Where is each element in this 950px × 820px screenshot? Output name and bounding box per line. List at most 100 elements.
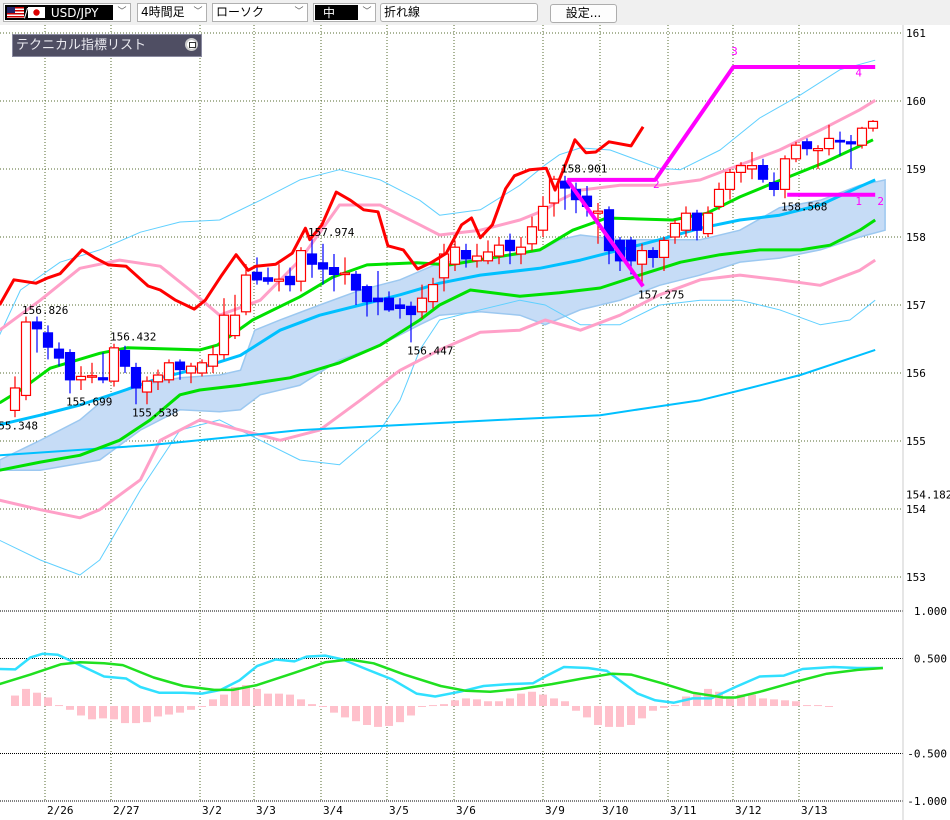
chevron-down-icon[interactable]: ﹀: [193, 7, 203, 17]
price-tick-label: 154: [906, 503, 926, 516]
macd-histogram-bar: [715, 691, 723, 706]
macd-histogram-bar: [341, 706, 349, 718]
macd-histogram-bar: [660, 706, 668, 708]
jp-flag-icon: [28, 6, 46, 20]
bearish-candle: [801, 141, 813, 150]
macd-histogram-bar: [616, 706, 624, 727]
macd-histogram-bar: [495, 701, 503, 706]
price-tick-label: 153: [906, 571, 926, 584]
macd-histogram-bar: [297, 699, 305, 706]
chevron-down-icon[interactable]: ﹀: [117, 7, 127, 17]
bollinger-outer-upper-line: [0, 59, 876, 336]
macd-histogram-bar: [396, 706, 404, 723]
bullish-candle: [416, 297, 428, 313]
macd-line: [0, 652, 883, 704]
bullish-candle: [812, 148, 824, 152]
bullish-candle: [493, 244, 505, 257]
macd-histogram-bar: [242, 685, 250, 706]
bullish-candle: [702, 212, 714, 235]
symbol-select[interactable]: / USD/JPY ﹀: [3, 3, 131, 22]
macd-histogram-bar: [550, 698, 558, 706]
panel-restore-icon[interactable]: [185, 38, 198, 51]
symbol-label: USD/JPY: [50, 6, 99, 20]
timeframe-label: 4時間足: [141, 5, 185, 19]
macd-histogram-bar: [462, 698, 470, 706]
price-label: 155.699: [66, 395, 112, 408]
bearish-candle: [834, 139, 846, 143]
price-label: 155.538: [132, 406, 178, 419]
macd-histogram-bar: [572, 706, 580, 711]
settings-button[interactable]: 設定...: [550, 4, 617, 23]
date-tick-label: 3/11: [670, 804, 697, 817]
macd-histogram-bar: [814, 705, 822, 707]
macd-histogram-bar: [209, 699, 217, 706]
macd-histogram-bar: [143, 706, 151, 723]
line-type-field[interactable]: 折れ線: [380, 3, 538, 22]
wave-count-label: 2: [653, 178, 660, 191]
bearish-candle: [284, 275, 296, 286]
macd-histogram-bar: [605, 706, 613, 727]
bullish-candle: [20, 321, 32, 397]
price-label: 156.447: [407, 345, 453, 358]
price-tick-label: 155: [906, 435, 926, 448]
bullish-candle: [713, 188, 725, 207]
bollinger-upper-line: [0, 99, 876, 332]
macd-histogram-bar: [286, 694, 294, 706]
bullish-candle: [9, 387, 21, 411]
chevron-down-icon[interactable]: ﹀: [294, 7, 304, 17]
date-tick-label: 3/6: [456, 804, 476, 817]
bullish-candle: [537, 205, 549, 231]
date-tick-label: 3/4: [323, 804, 343, 817]
macd-histogram-bar: [198, 706, 206, 707]
macd-histogram-bar: [693, 693, 701, 706]
price-tick-label: 160: [906, 95, 926, 108]
timeframe-select[interactable]: 4時間足 ﹀: [137, 3, 207, 22]
price-tick-label: 161: [906, 27, 926, 40]
bearish-candle: [757, 165, 769, 180]
macd-histogram-bar: [99, 706, 107, 719]
bearish-candle: [372, 297, 384, 303]
macd-histogram-bar: [330, 706, 338, 713]
bearish-candle: [460, 250, 472, 260]
bearish-candle: [383, 297, 395, 311]
size-select[interactable]: 中 ﹀: [313, 3, 376, 22]
macd-histogram-bar: [770, 699, 778, 706]
bullish-candle: [196, 362, 208, 374]
macd-histogram-bar: [748, 694, 756, 706]
macd-histogram-bar: [803, 705, 811, 707]
wave-count-label: 1: [855, 195, 862, 208]
bearish-candle: [174, 361, 186, 371]
macd-histogram-bar: [264, 693, 272, 706]
bullish-candle: [108, 347, 120, 382]
bullish-candle: [185, 365, 197, 374]
macd-histogram-bar: [22, 688, 30, 706]
price-tick-label: 156: [906, 367, 926, 380]
macd-histogram-bar: [594, 706, 602, 725]
technical-indicator-list-panel[interactable]: テクニカル指標リスト: [12, 34, 202, 57]
bullish-candle: [339, 272, 351, 276]
chevron-down-icon[interactable]: ﹀: [362, 7, 372, 17]
chart-style-label: ローソク: [216, 5, 265, 19]
bearish-candle: [251, 271, 263, 281]
date-tick-label: 3/9: [545, 804, 565, 817]
bullish-candle: [163, 362, 175, 381]
bullish-candle: [207, 354, 219, 367]
bullish-candle: [141, 380, 153, 393]
bearish-candle: [53, 348, 65, 359]
macd-histogram-bar: [671, 705, 679, 707]
macd-histogram-bar: [759, 698, 767, 706]
price-chart[interactable]: 161 160 159 158 157 156 155 154 153 154.182 1.000 0…: [0, 25, 950, 820]
bullish-candle: [152, 374, 164, 383]
macd-tick-label: -0.500: [907, 748, 947, 761]
bullish-candle: [75, 375, 87, 381]
macd-histogram-bar: [583, 706, 591, 718]
chart-style-select[interactable]: ローソク ﹀: [212, 3, 308, 22]
bearish-candle: [394, 304, 406, 310]
bullish-candle: [658, 239, 670, 258]
bullish-candle: [449, 246, 461, 265]
macd-histogram-bar: [176, 706, 184, 713]
macd-histogram-bar: [418, 706, 426, 707]
date-tick-label: 3/5: [389, 804, 409, 817]
lower-green-line: [0, 218, 877, 472]
macd-histogram-bar: [528, 691, 536, 706]
